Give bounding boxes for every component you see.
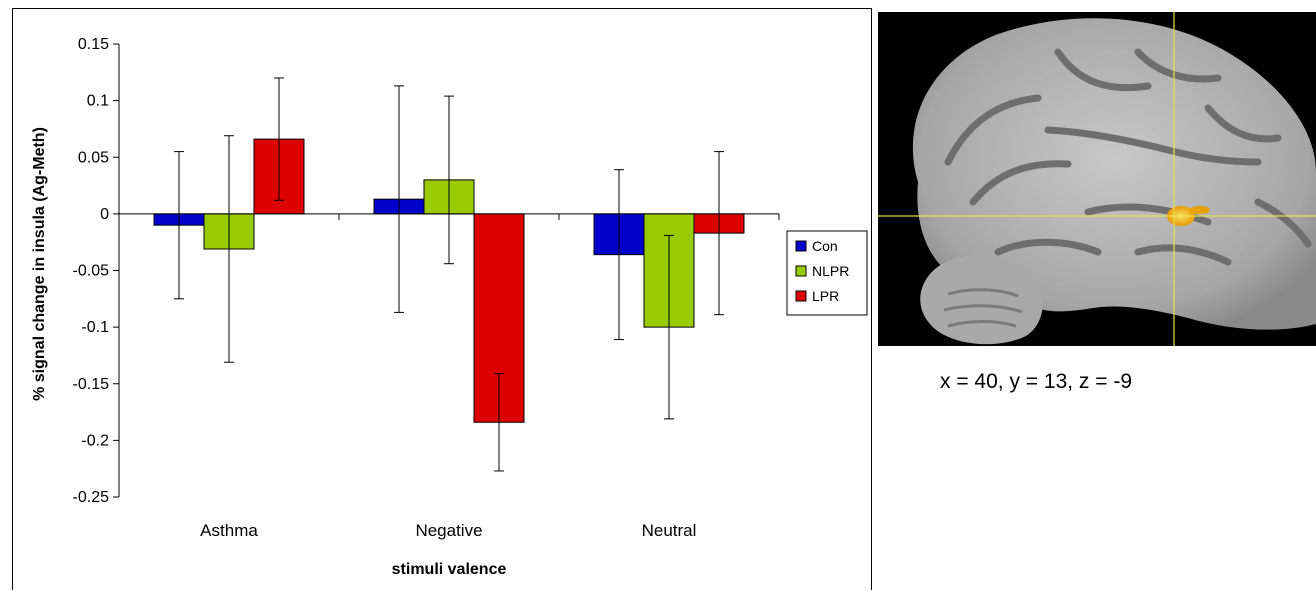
y-tick-label: 0.05	[78, 149, 109, 166]
brain-slice-image	[878, 12, 1316, 346]
legend-swatch-con	[795, 240, 807, 252]
legend-swatch-lpr	[795, 290, 807, 302]
brain-mri-illustration	[878, 12, 1316, 346]
x-category-label: Negative	[415, 521, 482, 540]
y-tick-label: -0.2	[81, 432, 109, 449]
legend: Con NLPR LPR	[786, 230, 868, 316]
legend-label-con: Con	[812, 238, 838, 254]
coordinates-label: x = 40, y = 13, z = -9	[940, 370, 1133, 393]
y-tick-label: 0	[100, 206, 109, 223]
x-category-label: Neutral	[642, 521, 697, 540]
y-tick-label: -0.05	[73, 263, 110, 280]
y-tick-label: -0.25	[73, 489, 110, 506]
chart-panel: 0.15 0.1 0.05 0 -0.05 -0.1 -0.15 -0.2 -0.25 Asth…	[12, 8, 872, 590]
cerebellum-shape	[920, 255, 1043, 345]
cerebrum-shape	[912, 18, 1316, 330]
legend-label-nlpr: NLPR	[812, 263, 849, 279]
y-tick-label: -0.15	[73, 376, 110, 393]
x-axis-title: stimuli valence	[392, 561, 507, 578]
legend-label-lpr: LPR	[812, 288, 839, 304]
legend-swatch-nlpr	[795, 265, 807, 277]
y-tick-label: -0.1	[81, 319, 109, 336]
y-tick-label: 0.15	[78, 36, 109, 53]
x-category-label: Asthma	[200, 521, 258, 540]
y-tick-label: 0.1	[87, 93, 109, 110]
bar-chart: 0.15 0.1 0.05 0 -0.05 -0.1 -0.15 -0.2 -0.25 Asth…	[31, 36, 868, 578]
y-axis-title: % signal change in insula (Ag-Meth)	[31, 127, 48, 401]
